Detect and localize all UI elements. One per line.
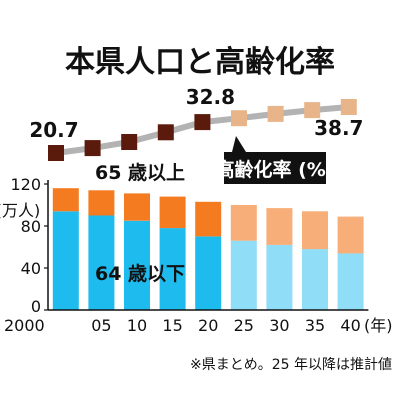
x-tick-label-30: 30 [269, 316, 289, 335]
aging-rate-marker-35 [304, 102, 321, 119]
aging-rate-label-box [224, 152, 326, 184]
aging-rate-data-label-20: 32.8 [186, 85, 235, 109]
population-bar-chart [52, 188, 364, 311]
bar-64-and-under-05 [88, 215, 115, 310]
aging-rate-marker-15 [157, 124, 174, 141]
series-label-65-and-over: 65 歳以上 [95, 162, 185, 184]
aging-rate-marker-2000 [48, 145, 64, 161]
bar-65-and-over-10 [124, 193, 150, 221]
x-tick-label-15: 15 [162, 316, 182, 335]
chart-title: 本県人口と高齢化率 [65, 45, 335, 80]
bar-64-and-under-2000 [52, 211, 79, 310]
bar-65-and-over-20 [195, 201, 222, 237]
y-axis-unit-label: (万人) [0, 201, 40, 220]
x-tick-label-10: 10 [127, 316, 147, 335]
series-labels: 64 歳以下 65 歳以上 [95, 162, 185, 285]
bar-65-and-over-40 [337, 216, 364, 254]
bar-64-and-under-25 [230, 240, 257, 310]
bar-65-and-over-25 [230, 205, 257, 241]
aging-rate-data-label-40: 38.7 [314, 116, 363, 140]
y-tick-label-40: 40 [21, 259, 41, 278]
y-tick-label-80: 80 [21, 217, 41, 236]
aging-rate-marker-10 [121, 134, 138, 150]
aging-rate-marker-05 [84, 140, 101, 157]
aging-rate-data-label-2000: 20.7 [29, 118, 78, 142]
aging-rate-marker-30 [267, 105, 284, 122]
aging-rate-legend: 高齢化率 (%) [215, 136, 335, 184]
bar-65-and-over-2000 [52, 188, 79, 212]
bar-64-and-under-30 [266, 244, 293, 310]
bar-64-and-under-15 [159, 228, 186, 310]
x-tick-label-2000: 2000 [4, 316, 45, 335]
x-tick-label-40: 40 [340, 316, 360, 335]
bar-65-and-over-15 [159, 196, 186, 229]
y-tick-label-120: 120 [10, 175, 41, 194]
aging-rate-marker-40 [340, 99, 357, 115]
bar-65-and-over-30 [266, 208, 293, 245]
x-tick-label-35: 35 [305, 316, 325, 335]
bar-64-and-under-20 [195, 236, 222, 310]
aging-rate-line-chart: 20.7 32.8 38.7 [29, 85, 363, 161]
bar-65-and-over-35 [302, 211, 328, 250]
bar-65-and-over-05 [88, 190, 115, 216]
bar-64-and-under-35 [302, 249, 328, 310]
y-tick-label-0: 0 [31, 297, 41, 316]
x-tick-label-05: 05 [91, 316, 111, 335]
x-tick-label-25: 25 [234, 316, 254, 335]
aging-rate-marker-25 [231, 110, 247, 127]
source-note: ※県まとめ。25 年以降は推計値 [190, 357, 392, 373]
aging-rate-marker-20 [194, 114, 211, 131]
x-axis-unit-label: (年) [364, 316, 393, 335]
bar-64-and-under-40 [337, 253, 364, 310]
x-tick-label-20: 20 [198, 316, 218, 335]
series-label-64-and-under: 64 歳以下 [95, 263, 185, 285]
aging-rate-label: 高齢化率 (%) [215, 158, 334, 181]
bar-64-and-under-10 [124, 220, 150, 311]
aging-rate-label-pointer [232, 136, 246, 152]
